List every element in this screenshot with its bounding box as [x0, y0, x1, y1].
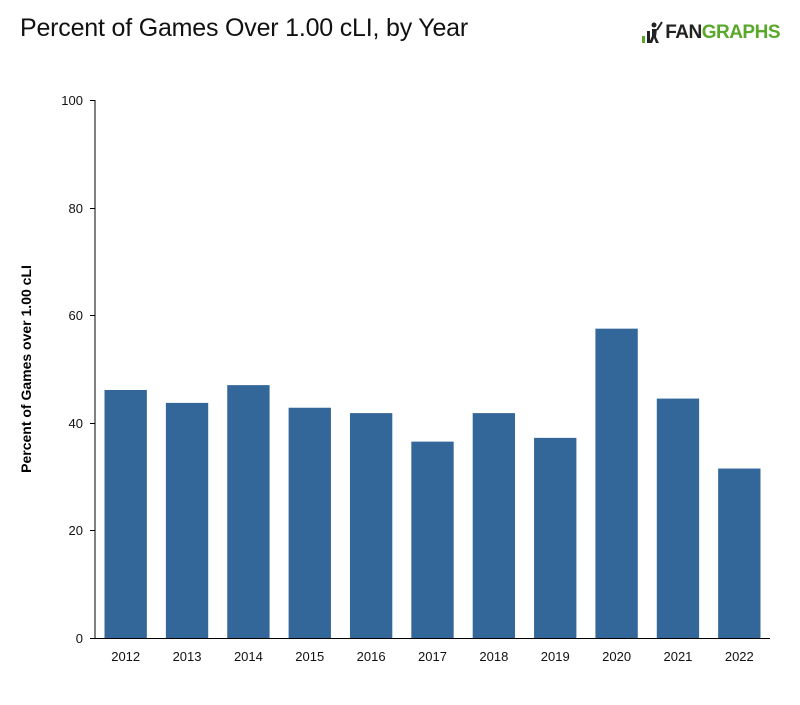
bar	[165, 402, 209, 638]
fangraphs-logo[interactable]: FAN GRAPHS	[641, 20, 781, 46]
bar	[288, 407, 331, 638]
x-tick-label: 2014	[234, 649, 263, 664]
x-tick-label: 2013	[173, 649, 202, 664]
bar	[656, 398, 700, 638]
x-tick-label: 2017	[418, 649, 447, 664]
chart-title: Percent of Games Over 1.00 cLI, by Year	[20, 14, 468, 42]
bar	[227, 385, 270, 638]
x-tick-label: 2019	[541, 649, 570, 664]
bar	[534, 437, 577, 638]
y-tick-label: 100	[61, 93, 83, 108]
logo-text-fan: FAN	[665, 22, 702, 43]
bar	[718, 468, 761, 638]
chart-header: Percent of Games Over 1.00 cLI, by Year …	[0, 0, 800, 70]
x-tick-label: 2016	[357, 649, 386, 664]
x-tick-label: 2018	[479, 649, 508, 664]
bar-chart: 0 20 40 60 80 100 Percent of Games over 1.00 c…	[18, 93, 770, 664]
x-tick-label: 2022	[725, 649, 754, 664]
x-tick-label: 2020	[602, 649, 631, 664]
x-tick-label: 2021	[663, 649, 692, 664]
y-tick-label: 20	[69, 523, 83, 538]
bar	[411, 441, 454, 638]
bar	[472, 413, 516, 638]
y-tick-label: 0	[76, 631, 83, 646]
y-axis-label: Percent of Games over 1.00 cLI	[18, 265, 34, 473]
x-tick-label: 2012	[111, 649, 140, 664]
batter-icon	[642, 21, 664, 43]
y-tick-label: 40	[69, 416, 83, 431]
bar	[349, 413, 393, 638]
logo-text-graphs: GRAPHS	[701, 22, 781, 43]
bar	[595, 328, 638, 638]
y-tick-label: 60	[69, 308, 83, 323]
x-tick-label: 2015	[295, 649, 324, 664]
chart-area: 0 20 40 60 80 100 Percent of Games over 1.00 c…	[0, 70, 800, 700]
y-tick-label: 80	[69, 201, 83, 216]
bar	[104, 389, 147, 638]
